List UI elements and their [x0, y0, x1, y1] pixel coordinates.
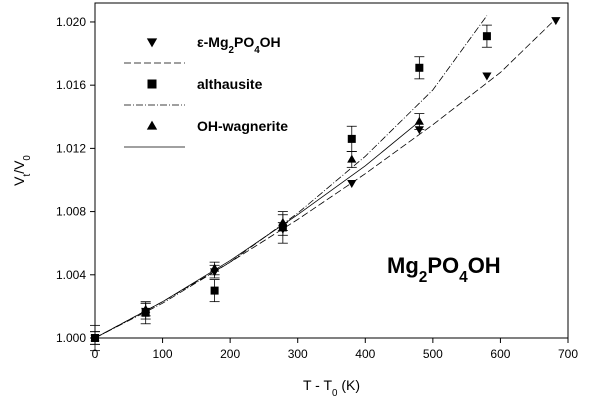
data-point-epsilon: [414, 126, 424, 135]
formula-annotation: Mg2PO4OH: [387, 253, 501, 286]
data-point-epsilon: [551, 17, 561, 26]
x-tick-label: 500: [423, 347, 443, 361]
y-tick-label: 1.016: [56, 78, 86, 92]
data-point-epsilon: [347, 179, 357, 188]
data-point-ohwagnerite: [141, 304, 151, 313]
x-axis-label-tail: (K): [337, 377, 360, 393]
data-point-ohwagnerite: [90, 333, 100, 342]
text-part: OH: [468, 253, 501, 278]
text-part: PO: [234, 34, 254, 50]
x-tick-label: 300: [288, 347, 308, 361]
text-part: PO: [427, 253, 459, 278]
fit-line-epsilon: [94, 18, 557, 339]
data-point-epsilon: [482, 72, 492, 81]
subscript: 4: [459, 269, 468, 286]
y-axis-label: Vt/V0: [11, 155, 33, 186]
data-point-althausite: [415, 63, 424, 72]
subscript: 2: [229, 45, 235, 56]
data-markers: [90, 17, 561, 352]
x-axis-label: T - T0 (K): [303, 377, 360, 399]
y-tick-label: 1.012: [56, 141, 86, 155]
legend-label-althausite: althausite: [197, 76, 263, 92]
x-axis-label-sub: 0: [332, 388, 338, 399]
subscript: 2: [419, 269, 428, 286]
legend: ε-Mg2PO4OH althausite OH-wagnerite: [124, 34, 288, 148]
text-part: OH-wagnerite: [197, 118, 288, 134]
data-point-althausite: [210, 286, 219, 295]
text-part: OH: [260, 34, 281, 50]
x-tick-label: 600: [490, 347, 510, 361]
data-point-althausite: [347, 134, 356, 143]
legend-marker-ohwagnerite: [146, 120, 158, 130]
annotation: Mg2PO4OH: [387, 253, 501, 286]
x-tick-label: 400: [355, 347, 375, 361]
legend-label-epsilon: ε-Mg2PO4OH: [197, 34, 281, 56]
text-part: Mg: [387, 253, 419, 278]
fit-line-althausite: [94, 15, 488, 339]
y-tick-label: 1.004: [56, 268, 86, 282]
x-axis-label-main: T - T: [303, 377, 332, 393]
x-tick-label: 0: [92, 347, 99, 361]
data-point-ohwagnerite: [347, 154, 357, 163]
legend-marker-althausite: [147, 79, 157, 89]
subscript: 4: [254, 45, 260, 56]
y-tick-label: 1.020: [56, 15, 86, 29]
legend-marker-epsilon: [146, 38, 158, 48]
legend-label-ohwagnerite: OH-wagnerite: [197, 118, 288, 134]
y-axis-label-main: V: [11, 176, 27, 186]
y-axis-label-sub: t: [22, 174, 33, 177]
data-point-ohwagnerite: [278, 217, 288, 226]
y-axis-label-tail: /V: [11, 160, 27, 174]
text-part: althausite: [197, 76, 263, 92]
data-point-althausite: [482, 32, 491, 41]
data-point-ohwagnerite: [414, 116, 424, 125]
axes: 0 100 200 300 400 500 600 7001.0001.0041.0081.0…: [11, 2, 578, 399]
text-part: ε-Mg: [197, 34, 229, 50]
x-tick-label: 200: [220, 347, 240, 361]
data-point-ohwagnerite: [210, 263, 220, 272]
plot-frame: [94, 2, 569, 339]
x-tick-label: 700: [558, 347, 578, 361]
y-tick-label: 1.008: [56, 205, 86, 219]
x-tick-label: 100: [153, 347, 173, 361]
y-axis-label-group: Vt/V0: [11, 155, 33, 186]
y-axis-label-sub2: 0: [22, 155, 33, 161]
fit-curves: [94, 15, 557, 339]
fit-line-ohwagnerite: [94, 121, 420, 339]
y-tick-label: 1.000: [56, 331, 86, 345]
